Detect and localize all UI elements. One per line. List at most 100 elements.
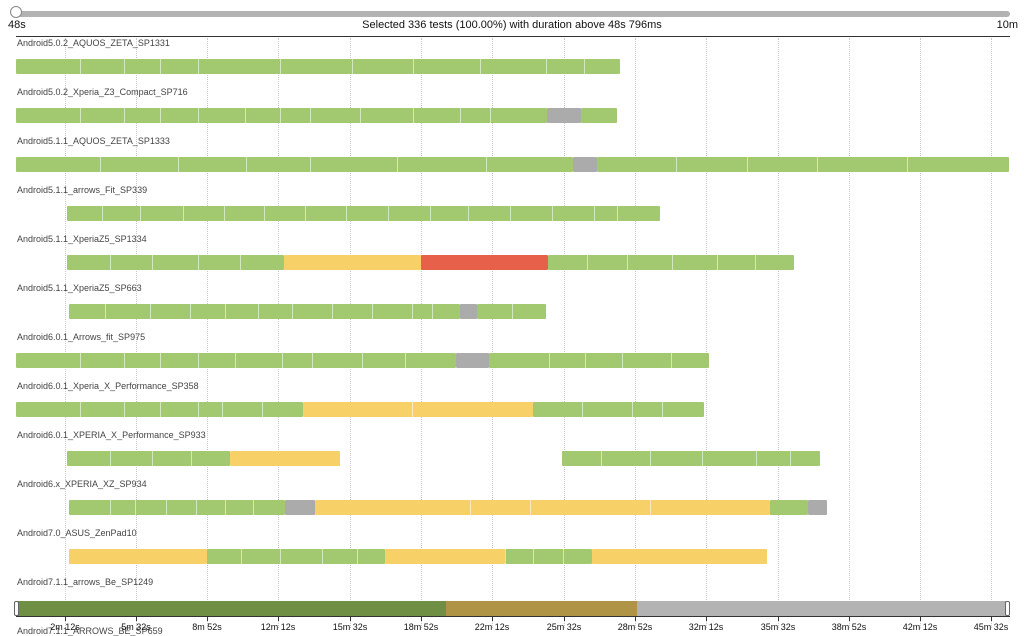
test-segment-green[interactable] bbox=[548, 255, 794, 270]
test-segment-green[interactable] bbox=[67, 255, 284, 270]
test-segment-green[interactable] bbox=[16, 157, 573, 172]
segment-separator bbox=[533, 549, 534, 564]
segment-separator bbox=[262, 402, 263, 417]
test-segment-green[interactable] bbox=[477, 304, 546, 319]
test-segment-green[interactable] bbox=[562, 451, 820, 466]
axis-tick-label: 28m 52s bbox=[617, 622, 653, 632]
axis-tick-label: 45m 32s bbox=[973, 622, 1009, 632]
segment-separator bbox=[280, 108, 281, 123]
segment-separator bbox=[585, 353, 586, 368]
test-segment-yellow[interactable] bbox=[230, 451, 340, 466]
segment-separator bbox=[124, 108, 125, 123]
axis-tick bbox=[849, 617, 850, 621]
gridline bbox=[65, 38, 66, 628]
test-segment-green[interactable] bbox=[16, 59, 620, 74]
test-segment-yellow[interactable] bbox=[284, 255, 421, 270]
test-segment-green[interactable] bbox=[16, 353, 456, 368]
segment-separator bbox=[312, 353, 313, 368]
test-segment-green[interactable] bbox=[581, 108, 617, 123]
test-segment-gray[interactable] bbox=[456, 353, 489, 368]
test-segment-gray[interactable] bbox=[285, 500, 315, 515]
test-segment-green[interactable] bbox=[533, 402, 704, 417]
test-segment-yellow[interactable] bbox=[303, 402, 533, 417]
segment-separator bbox=[546, 59, 547, 74]
test-segment-red[interactable] bbox=[421, 255, 548, 270]
overview-track[interactable] bbox=[16, 601, 1009, 616]
test-segment-gray[interactable] bbox=[808, 500, 827, 515]
test-segment-gray[interactable] bbox=[573, 157, 597, 172]
device-label: Android5.1.1_AQUOS_ZETA_SP1333 bbox=[17, 136, 170, 146]
segment-separator bbox=[198, 402, 199, 417]
test-segment-green[interactable] bbox=[67, 206, 660, 221]
segment-separator bbox=[352, 59, 353, 74]
segment-separator bbox=[468, 206, 469, 221]
overview-right-handle[interactable] bbox=[1005, 601, 1010, 616]
axis-tick-label: 12m 12s bbox=[260, 622, 296, 632]
test-segment-gray[interactable] bbox=[460, 304, 477, 319]
test-segment-green[interactable] bbox=[16, 108, 547, 123]
segment-separator bbox=[160, 402, 161, 417]
device-label: Android5.0.2_AQUOS_ZETA_SP1331 bbox=[17, 38, 170, 48]
test-segment-green[interactable] bbox=[505, 549, 592, 564]
segment-separator bbox=[563, 549, 564, 564]
overview-left-handle[interactable] bbox=[14, 601, 19, 616]
device-label: Android5.0.2_Xperia_Z3_Compact_SP716 bbox=[17, 87, 188, 97]
test-segment-green[interactable] bbox=[207, 549, 385, 564]
test-segment-yellow[interactable] bbox=[315, 500, 770, 515]
gridline bbox=[778, 38, 779, 628]
segment-separator bbox=[650, 451, 651, 466]
segment-separator bbox=[224, 206, 225, 221]
device-label: Android6.0.1_XPERIA_X_Performance_SP933 bbox=[17, 430, 206, 440]
gridline bbox=[421, 38, 422, 628]
test-segment-green[interactable] bbox=[16, 402, 303, 417]
selection-summary: Selected 336 tests (100.00%) with durati… bbox=[362, 19, 662, 31]
duration-slider-track[interactable] bbox=[16, 11, 1010, 17]
axis-tick bbox=[920, 617, 921, 621]
segment-separator bbox=[413, 59, 414, 74]
axis-tick bbox=[278, 617, 279, 621]
segment-separator bbox=[357, 549, 358, 564]
segment-separator bbox=[362, 353, 363, 368]
segment-separator bbox=[790, 451, 791, 466]
segment-separator bbox=[191, 451, 192, 466]
device-label: Android6.x_XPERIA_XZ_SP934 bbox=[17, 479, 147, 489]
segment-separator bbox=[198, 59, 199, 74]
segment-separator bbox=[372, 304, 373, 319]
segment-separator bbox=[510, 206, 511, 221]
test-segment-green[interactable] bbox=[69, 304, 460, 319]
gridline bbox=[706, 38, 707, 628]
segment-separator bbox=[413, 108, 414, 123]
test-segment-green[interactable] bbox=[770, 500, 808, 515]
segment-separator bbox=[198, 255, 199, 270]
axis-tick-label: 38m 52s bbox=[831, 622, 867, 632]
test-segment-green[interactable] bbox=[67, 451, 230, 466]
duration-slider-handle[interactable] bbox=[10, 6, 22, 18]
segment-separator bbox=[322, 549, 323, 564]
segment-separator bbox=[430, 206, 431, 221]
test-segment-gray[interactable] bbox=[547, 108, 581, 123]
test-segment-green[interactable] bbox=[69, 500, 285, 515]
test-segment-yellow[interactable] bbox=[385, 549, 505, 564]
test-segment-green[interactable] bbox=[489, 353, 709, 368]
duration-min-label: 48s bbox=[8, 19, 26, 31]
axis-tick-label: 42m 12s bbox=[902, 622, 938, 632]
axis-tick-label: 35m 32s bbox=[760, 622, 796, 632]
axis-tick bbox=[706, 617, 707, 621]
device-label: Android6.0.1_Arrows_fit_SP975 bbox=[17, 332, 146, 342]
segment-separator bbox=[235, 353, 236, 368]
top-divider bbox=[16, 36, 1010, 37]
device-label: Android5.1.1_arrows_Fit_SP339 bbox=[17, 185, 148, 195]
segment-separator bbox=[310, 108, 311, 123]
test-segment-yellow[interactable] bbox=[69, 549, 207, 564]
segment-separator bbox=[662, 402, 663, 417]
test-segment-green[interactable] bbox=[597, 157, 1009, 172]
segment-separator bbox=[140, 206, 141, 221]
test-segment-yellow[interactable] bbox=[592, 549, 767, 564]
segment-separator bbox=[124, 59, 125, 74]
segment-separator bbox=[549, 353, 550, 368]
axis-tick-label: 5m 32s bbox=[121, 622, 151, 632]
segment-separator bbox=[241, 549, 242, 564]
segment-separator bbox=[198, 353, 199, 368]
gridline bbox=[991, 38, 992, 628]
segment-separator bbox=[346, 206, 347, 221]
